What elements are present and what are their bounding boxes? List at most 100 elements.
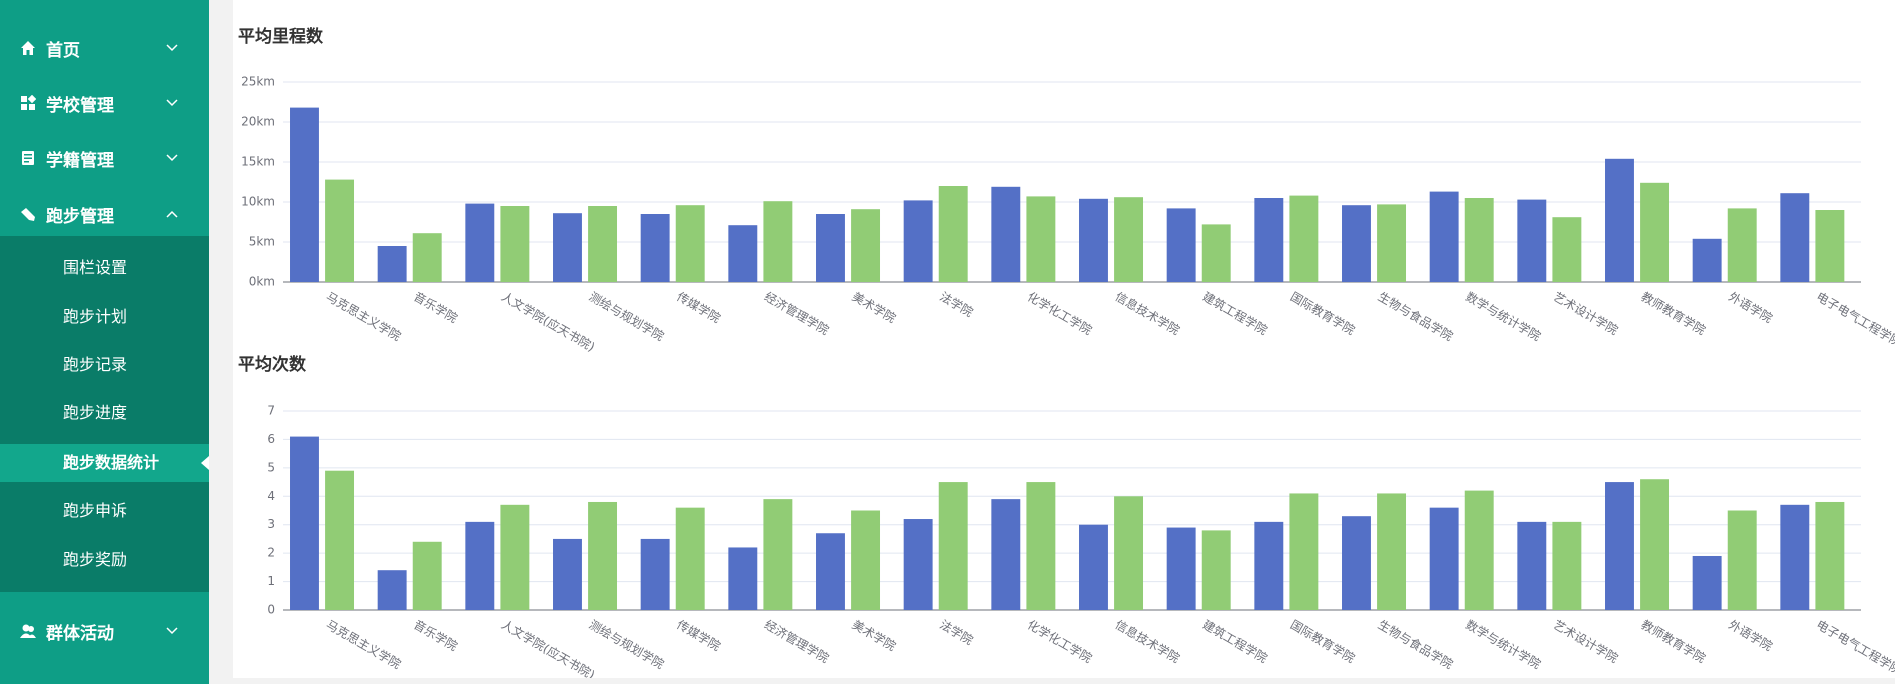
bar (290, 107, 319, 282)
bar (588, 501, 618, 610)
bar (290, 436, 319, 610)
bar (816, 214, 845, 282)
bar (1780, 504, 1810, 610)
submenu-item[interactable]: 跑步奖励 (0, 541, 209, 579)
bar (1640, 479, 1670, 610)
bar (675, 507, 705, 610)
x-tick-label: 国际教育学院 (1288, 617, 1358, 666)
bar (851, 209, 881, 282)
bar (728, 547, 758, 610)
bar (938, 482, 968, 610)
menu-item[interactable]: 跑步管理 (0, 189, 209, 239)
bar (675, 205, 705, 282)
bar (377, 246, 407, 282)
x-tick-label: 艺术设计学院 (1551, 289, 1621, 338)
bar (1254, 521, 1284, 610)
submenu-item[interactable]: 跑步申诉 (0, 492, 209, 530)
x-tick-label: 马克思主义学院 (324, 617, 404, 672)
bar (1640, 182, 1670, 282)
bar (465, 521, 495, 610)
bar (728, 225, 758, 282)
x-tick-label: 法学院 (937, 289, 976, 320)
x-tick-label: 化学化工学院 (1025, 617, 1095, 666)
submenu-item[interactable]: 跑步进度 (0, 394, 209, 432)
bar (938, 186, 968, 282)
x-tick-label: 电子电气工程学院 (1814, 617, 1895, 678)
x-tick-label: 国际教育学院 (1288, 289, 1358, 338)
menu-item[interactable]: 学校管理 (0, 78, 209, 128)
bar (1517, 521, 1547, 610)
bar (1605, 482, 1634, 610)
x-tick-label: 测绘与规划学院 (587, 617, 667, 672)
x-tick-label: 信息技术学院 (1113, 617, 1183, 666)
bar (1464, 198, 1494, 282)
menu-item[interactable]: 首页 (0, 23, 209, 73)
bar (1692, 555, 1722, 610)
x-tick-label: 传媒学院 (674, 289, 723, 326)
x-tick-label: 教师教育学院 (1639, 289, 1709, 338)
menu-label: 首页 (46, 40, 80, 61)
content-panel: 平均里程数 0km 5km 10km 15km 20km 25km 马克思主义学院 音乐学院 人文… (233, 0, 1895, 678)
bar (1377, 493, 1407, 610)
bar (1342, 205, 1371, 282)
bar (1377, 204, 1407, 282)
icon (20, 624, 36, 638)
bar (1026, 196, 1056, 282)
chevron (166, 627, 178, 635)
icon (21, 208, 35, 221)
x-tick-label: 音乐学院 (411, 617, 460, 654)
x-tick-label: 美术学院 (850, 289, 899, 326)
y-tick-label: 2 (267, 546, 275, 560)
bar (500, 206, 530, 282)
bar (325, 179, 355, 282)
bar (553, 538, 582, 610)
x-tick-label: 测绘与规划学院 (587, 289, 667, 344)
x-tick-label: 化学化工学院 (1025, 289, 1095, 338)
submenu-item[interactable]: 跑步记录 (0, 346, 209, 384)
x-tick-label: 音乐学院 (411, 289, 460, 326)
bar (377, 570, 407, 610)
x-tick-label: 法学院 (937, 617, 976, 648)
x-tick-label: 传媒学院 (674, 617, 723, 654)
x-tick-label: 生物与食品学院 (1376, 289, 1456, 344)
sidebar: 首页 学校管理 学籍管理 跑步管理 围栏设置 跑步计划 跑步记录 跑步进度 跑步… (0, 0, 209, 684)
x-tick-label: 生物与食品学院 (1376, 617, 1456, 672)
bar (1201, 224, 1231, 282)
bar (1166, 208, 1196, 282)
bar (1114, 496, 1144, 610)
y-tick-label: 0km (249, 275, 275, 289)
chevron (166, 44, 178, 52)
bar (325, 470, 355, 610)
bar (763, 499, 793, 610)
chevron (166, 154, 178, 162)
submenu-item[interactable]: 围栏设置 (0, 249, 209, 287)
x-tick-label: 美术学院 (850, 617, 899, 654)
submenu-label: 跑步申诉 (63, 501, 128, 520)
bar (903, 200, 933, 282)
bar (1464, 490, 1494, 610)
bar (1254, 198, 1284, 282)
bar (763, 201, 793, 282)
submenu-item[interactable]: 跑步计划 (0, 298, 209, 336)
y-tick-label: 7 (267, 404, 275, 418)
x-tick-label: 经济管理学院 (762, 617, 832, 666)
submenu-item-active[interactable]: 跑步数据统计 (0, 444, 209, 482)
menu-item[interactable]: 学籍管理 (0, 133, 209, 183)
bar (1605, 158, 1634, 282)
icon (21, 41, 35, 55)
x-tick-label: 建筑工程学院 (1200, 289, 1270, 338)
chevron (166, 99, 178, 107)
y-tick-label: 25km (241, 75, 275, 89)
bar (1815, 210, 1845, 282)
bar (1727, 208, 1757, 282)
menu-item[interactable]: 群体活动 (0, 606, 209, 656)
bar (1166, 527, 1196, 610)
x-tick-label: 人文学院(应天书院) (499, 617, 598, 678)
bar (640, 538, 670, 610)
y-tick-label: 10km (241, 195, 275, 209)
y-tick-label: 20km (241, 115, 275, 129)
bar (412, 541, 442, 610)
bar (1727, 510, 1757, 610)
